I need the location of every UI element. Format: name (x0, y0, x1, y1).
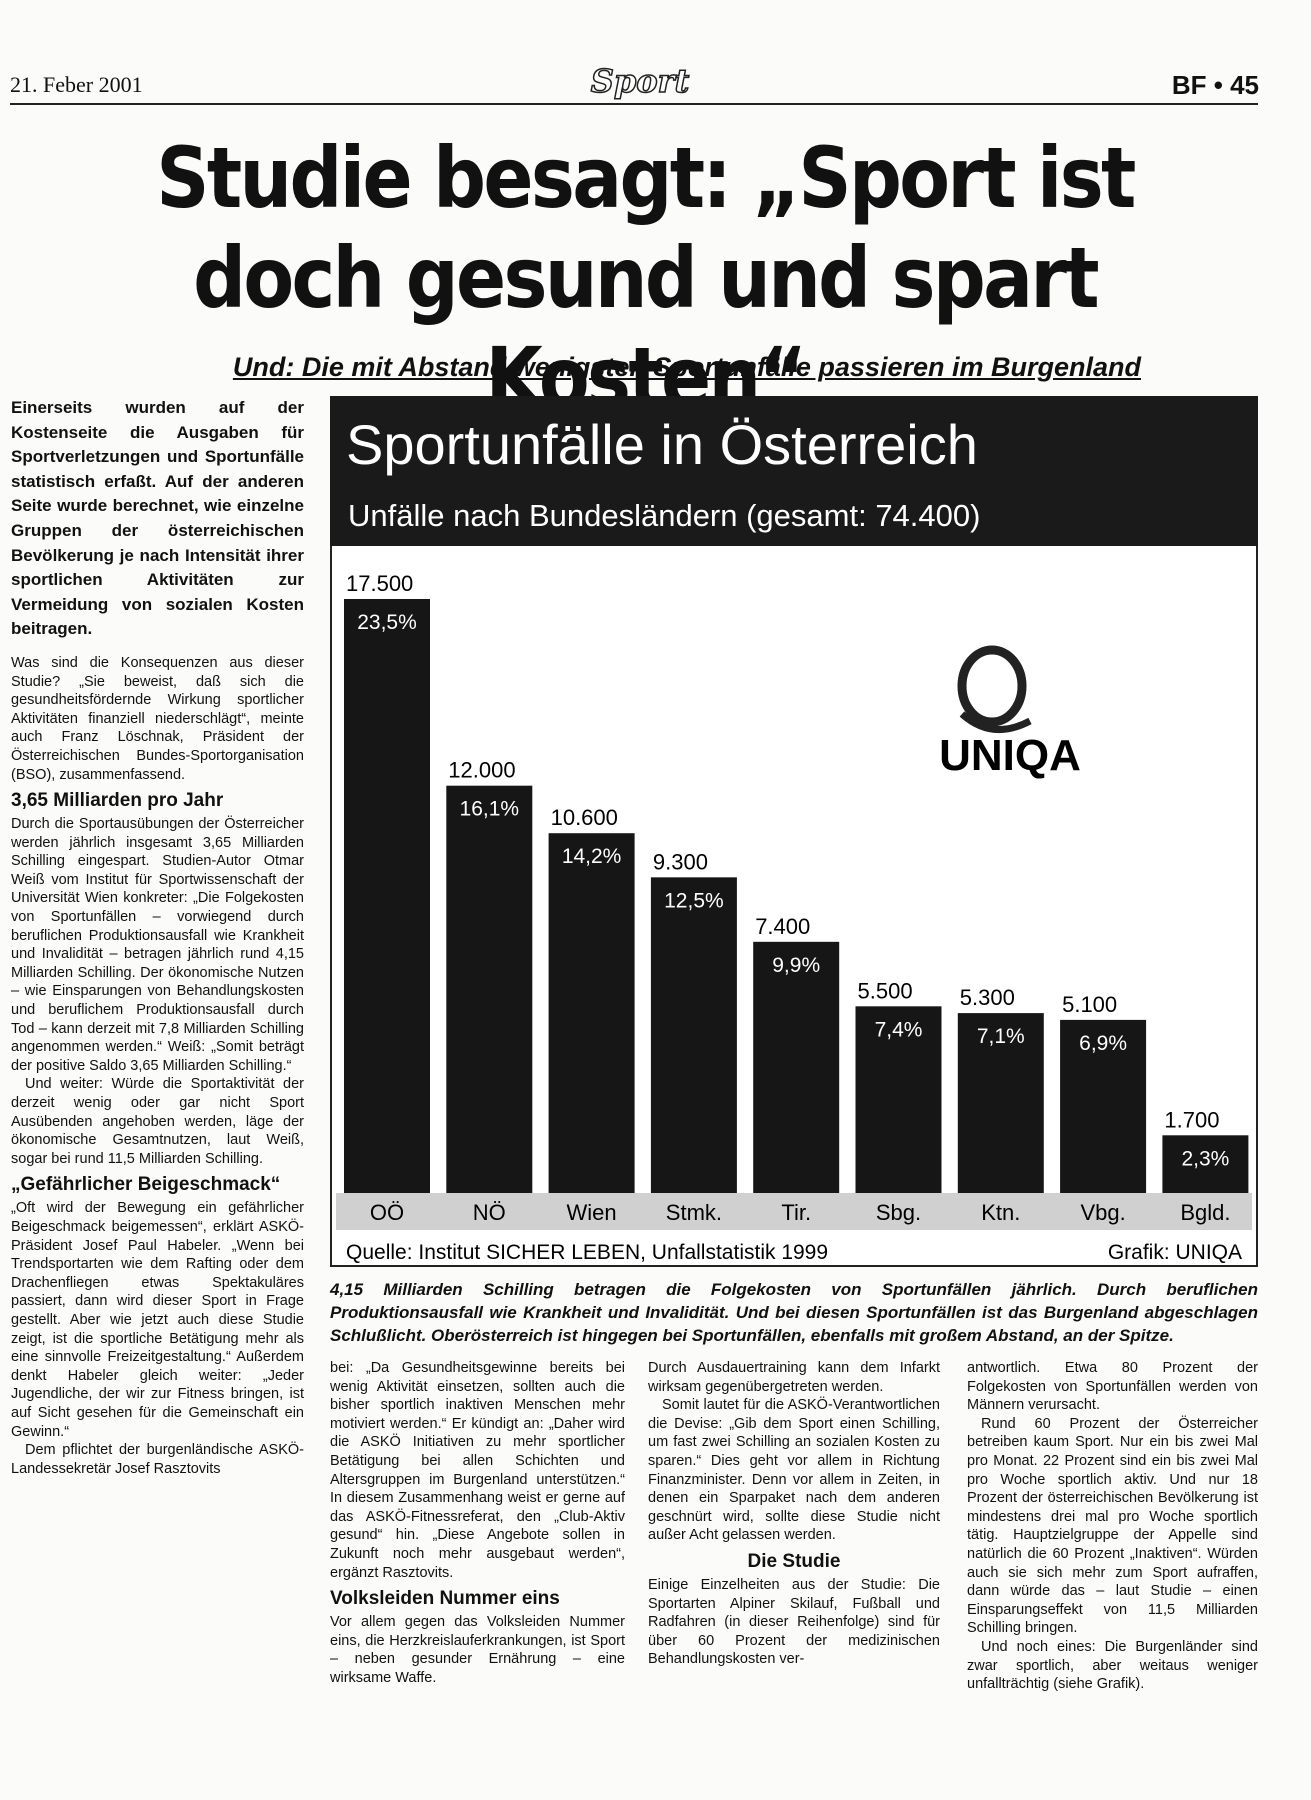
value-label: 5.300 (960, 985, 1015, 1010)
percentage-label: 7,1% (977, 1025, 1025, 1048)
subheading: 3,65 Milliarden pro Jahr (11, 790, 224, 812)
article-column: antwortlich. Etwa 80 Prozent der Folgeko… (967, 1359, 1258, 1759)
bar (650, 877, 737, 1193)
category-label: Wien (567, 1200, 617, 1225)
section-name: Sport (590, 61, 690, 101)
category-label: OÖ (370, 1200, 404, 1225)
bar (1162, 1135, 1249, 1193)
chart-title: Sportunfälle in Österreich (346, 413, 978, 476)
value-label: 7.400 (755, 914, 810, 939)
chart-subtitle: Unfälle nach Bundesländern (gesamt: 74.4… (348, 498, 980, 533)
bar (344, 599, 430, 1193)
title-band (330, 396, 1258, 546)
article-column: Durch Ausdauertraining kann dem Infarkt … (648, 1359, 940, 1759)
chart-caption: 4,15 Milliarden Schilling betragen die F… (330, 1280, 1258, 1345)
paragraph: „Oft wird der Bewegung ein gefährlicher … (11, 1200, 304, 1440)
percentage-label: 23,5% (357, 611, 417, 634)
paragraph: antwortlich. Etwa 80 Prozent der Folgeko… (967, 1360, 1258, 1414)
value-label: 1.700 (1164, 1107, 1219, 1132)
date: 21. Feber 2001 (10, 72, 143, 97)
paragraph: Dem pflichtet der burgenländische ASKÖ-L… (11, 1442, 304, 1477)
category-label: Vbg. (1080, 1200, 1125, 1225)
bar (753, 941, 840, 1193)
category-band (336, 1193, 1252, 1230)
bar (446, 785, 533, 1193)
lead-paragraph: Einerseits wurden auf der Kostenseite di… (11, 398, 304, 639)
subheading: „Gefährlicher Beigeschmack“ (11, 1174, 281, 1196)
paragraph: Vor allem gegen das Volksleiden Nummer e… (330, 1614, 625, 1686)
percentage-label: 14,2% (562, 845, 622, 868)
paragraph: Einige Einzelheiten aus der Studie: Die … (648, 1576, 940, 1668)
value-label: 9.300 (653, 849, 708, 874)
subheading: Die Studie (747, 1550, 841, 1572)
paragraph: Und weiter: Würde die Sportaktivität der… (11, 1076, 304, 1167)
logo-text: UNIQA (939, 731, 1081, 780)
article-column: Einerseits wurden auf der Kostenseite di… (11, 396, 304, 1726)
paragraph: Durch die Sportausübungen der Österreich… (11, 816, 304, 1074)
paragraph: Rund 60 Prozent der Österreicher betreib… (967, 1415, 1258, 1637)
category-label: Tir. (781, 1200, 811, 1225)
chart: Sportunfälle in Österreich Unfälle nach … (330, 396, 1258, 1267)
chart-source: Quelle: Institut SICHER LEBEN, Unfallsta… (346, 1241, 828, 1264)
subheadline: Und: Die mit Abstand wenigsten Sportunfä… (232, 352, 1141, 382)
paragraph: Und noch eines: Die Burgenländer sind zw… (967, 1638, 1258, 1693)
paragraph: Durch Ausdauertraining kann dem Infarkt … (648, 1360, 940, 1395)
percentage-label: 16,1% (460, 798, 520, 821)
logo-mark (957, 645, 1032, 733)
category-label: Bgld. (1180, 1200, 1230, 1225)
category-label: Stmk. (666, 1200, 722, 1225)
percentage-label: 6,9% (1079, 1032, 1127, 1055)
article-column: bei: „Da Gesundheitsgewinne bereits bei … (330, 1359, 625, 1759)
headline: Studie besagt: „Sport ist doch gesund un… (156, 129, 1136, 427)
page-number: BF • 45 (1171, 70, 1259, 100)
category-label: Ktn. (981, 1200, 1020, 1225)
value-label: 12.000 (448, 758, 515, 783)
percentage-label: 7,4% (875, 1018, 923, 1041)
bar (1060, 1019, 1147, 1193)
bar (855, 1006, 942, 1193)
paragraph: bei: „Da Gesundheitsgewinne bereits bei … (330, 1360, 625, 1581)
value-label: 17.500 (346, 571, 413, 596)
value-label: 5.100 (1062, 992, 1117, 1017)
header-rule (10, 103, 1258, 105)
percentage-label: 12,5% (664, 889, 724, 912)
bar (548, 833, 635, 1193)
subheading: Volksleiden Nummer eins (330, 1588, 560, 1610)
chart-credit: Grafik: UNIQA (1108, 1241, 1242, 1264)
value-label: 5.500 (858, 978, 913, 1003)
percentage-label: 9,9% (772, 954, 820, 977)
category-label: Sbg. (876, 1200, 921, 1225)
paragraph: Was sind die Konsequenzen aus dieser Stu… (11, 654, 304, 783)
percentage-label: 2,3% (1181, 1147, 1229, 1170)
category-label: NÖ (473, 1200, 506, 1225)
value-label: 10.600 (551, 805, 618, 830)
paragraph: Somit lautet für die ASKÖ-Verantwortlich… (648, 1397, 940, 1544)
bar (957, 1013, 1044, 1193)
